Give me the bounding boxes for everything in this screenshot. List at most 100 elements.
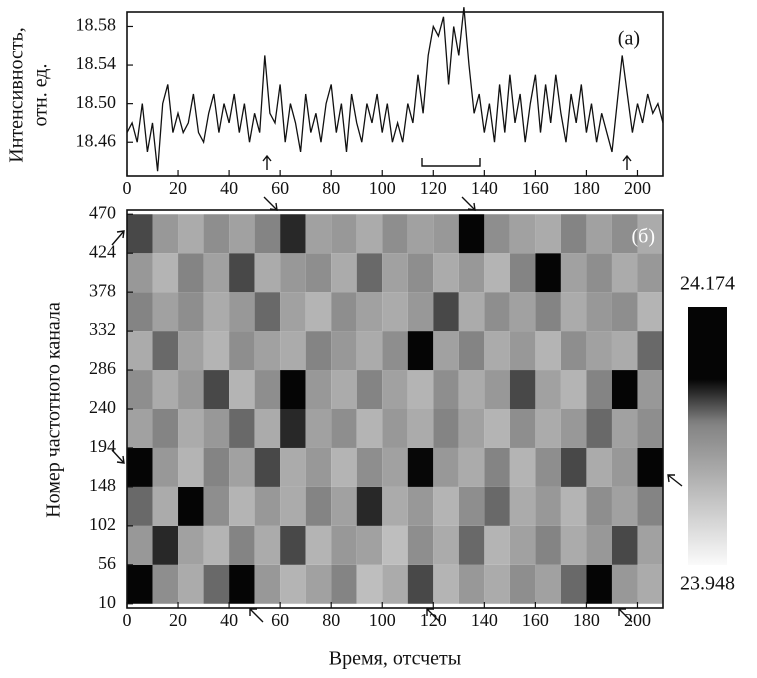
arrow <box>262 154 272 170</box>
data-line <box>126 7 664 172</box>
heat-cell <box>203 409 230 448</box>
arrow <box>622 154 632 170</box>
heat-cell <box>305 486 332 526</box>
plot-frame <box>126 11 664 177</box>
heat-cell <box>484 409 510 448</box>
heat-cell <box>127 370 153 409</box>
y-axis-label: Номер частотного канала <box>43 302 65 518</box>
heat-cell <box>433 525 459 565</box>
plot-frame <box>126 209 664 609</box>
heat-cell <box>458 525 485 565</box>
heat-cell <box>203 525 230 565</box>
heat-cell <box>535 486 561 526</box>
heat-cell <box>356 253 383 293</box>
heat-cell <box>280 564 306 604</box>
heat-cell <box>637 447 663 487</box>
heat-cell <box>586 331 612 371</box>
y-tick-label: 194 <box>89 436 116 456</box>
heat-cell <box>611 447 638 487</box>
heat-cell <box>586 564 612 604</box>
x-tick-label: 60 <box>271 178 289 198</box>
heat-cell <box>433 486 459 526</box>
heat-cell <box>509 214 536 254</box>
x-tick-label: 100 <box>369 610 396 630</box>
heat-cell <box>152 214 179 254</box>
heat-cell <box>331 409 357 448</box>
heat-cell <box>331 331 357 371</box>
x-tick-label: 180 <box>573 178 600 198</box>
heat-cell <box>382 409 408 448</box>
heat-cell <box>178 486 204 526</box>
heat-cell <box>254 525 281 565</box>
heat-cell <box>331 564 357 604</box>
heat-cell <box>178 331 204 371</box>
heat-cell <box>586 292 612 332</box>
y-tick-label: 56 <box>98 553 116 573</box>
heat-cell <box>611 331 638 371</box>
heat-cell <box>535 292 561 332</box>
heat-cell <box>458 409 485 448</box>
heat-cell <box>229 486 255 526</box>
heat-cell <box>560 370 587 409</box>
heat-cell <box>458 331 485 371</box>
heat-cell <box>280 486 306 526</box>
heat-cell <box>203 486 230 526</box>
heat-cell <box>611 253 638 293</box>
heat-cell <box>254 370 281 409</box>
heat-cell <box>152 370 179 409</box>
x-tick-label: 80 <box>322 610 340 630</box>
heat-cell <box>535 253 561 293</box>
heat-cell <box>152 564 179 604</box>
heat-cell <box>382 292 408 332</box>
arrow <box>618 608 633 623</box>
heat-cell <box>637 331 663 371</box>
heat-cell <box>305 564 332 604</box>
heat-cell <box>229 370 255 409</box>
heat-cell <box>586 409 612 448</box>
heat-cell <box>458 292 485 332</box>
heat-cell <box>509 525 536 565</box>
heat-cell <box>560 486 587 526</box>
heat-cell <box>229 331 255 371</box>
x-tick-label: 20 <box>169 178 187 198</box>
x-tick-label: 40 <box>220 610 238 630</box>
heat-cell <box>331 253 357 293</box>
heat-cell <box>637 214 663 254</box>
heat-cell <box>560 214 587 254</box>
heat-cell <box>152 447 179 487</box>
heat-cell <box>331 292 357 332</box>
heat-cell <box>560 292 587 332</box>
x-tick-label: 140 <box>471 178 498 198</box>
heat-cell <box>433 292 459 332</box>
heat-cell <box>611 564 638 604</box>
x-axis-label: Время, отсчеты <box>329 648 461 670</box>
heat-cell <box>509 292 536 332</box>
heat-cell <box>484 214 510 254</box>
heat-cell <box>305 331 332 371</box>
y-tick-label: 240 <box>89 397 116 417</box>
heat-cell <box>127 447 153 487</box>
y-tick-label: 10 <box>98 592 116 612</box>
heat-cell <box>535 564 561 604</box>
heat-cell <box>637 525 663 565</box>
heat-cell <box>407 409 434 448</box>
heat-cell <box>586 253 612 293</box>
heat-cell <box>356 409 383 448</box>
y-axis-label: отн. ед. <box>30 64 52 127</box>
heat-cell <box>560 253 587 293</box>
heat-cell <box>331 525 357 565</box>
heat-cell <box>305 525 332 565</box>
heat-cell <box>203 447 230 487</box>
heat-cell <box>433 253 459 293</box>
heat-cell <box>407 525 434 565</box>
heat-cell <box>535 525 561 565</box>
heat-cell <box>611 214 638 254</box>
heat-cell <box>229 292 255 332</box>
heat-cell <box>178 525 204 565</box>
heat-cell <box>611 409 638 448</box>
heat-cell <box>203 214 230 254</box>
heat-cell <box>560 447 587 487</box>
x-tick-label: 0 <box>123 178 132 198</box>
heat-cell <box>356 525 383 565</box>
heat-cell <box>178 409 204 448</box>
